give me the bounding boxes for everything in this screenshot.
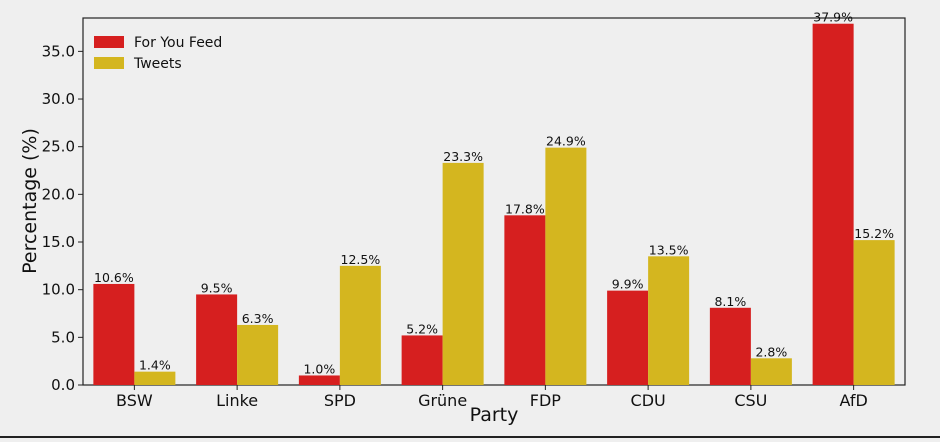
bar-for-you-feed-afd xyxy=(812,23,854,385)
bar-tweets-cdu xyxy=(648,256,690,385)
bars xyxy=(93,23,895,385)
legend-label-for-you-feed: For You Feed xyxy=(134,35,222,51)
y-tick-label: 35.0 xyxy=(42,42,75,60)
y-tick-label: 25.0 xyxy=(42,138,75,156)
bar-tweets-fdp xyxy=(545,147,587,385)
y-tick-label: 10.0 xyxy=(42,281,75,299)
x-tick-label: FDP xyxy=(530,391,562,410)
bar-tweets-bsw xyxy=(134,371,176,385)
bar-for-you-feed-linke xyxy=(196,294,238,385)
data-label: 2.8% xyxy=(755,344,787,359)
x-tick-label: CSU xyxy=(734,391,767,410)
bar-tweets-spd xyxy=(339,265,381,385)
data-label: 37.9% xyxy=(813,10,853,25)
bar-for-you-feed-cdu xyxy=(607,290,649,385)
data-labels: 10.6% 1.4% 9.5% 6.3% 1.0% 12.5% 5.2% 23.3% 17.8%… xyxy=(94,10,894,377)
data-label: 5.2% xyxy=(406,321,438,336)
data-label: 17.8% xyxy=(505,201,545,216)
data-label: 9.5% xyxy=(201,280,233,295)
y-tick-label: 5.0 xyxy=(51,328,75,346)
data-label: 9.9% xyxy=(612,277,644,292)
data-label: 24.9% xyxy=(546,134,586,149)
x-axis-title: Party xyxy=(470,404,519,426)
y-tick-label: 30.0 xyxy=(42,90,75,108)
data-label: 23.3% xyxy=(443,149,483,164)
data-label: 12.5% xyxy=(341,252,381,267)
data-label: 6.3% xyxy=(242,311,274,326)
bar-for-you-feed-grüne xyxy=(401,335,443,385)
legend-swatch-tweets xyxy=(94,57,124,69)
x-tick-label: Grüne xyxy=(418,391,467,410)
y-axis-title: Percentage (%) xyxy=(19,128,41,274)
x-axis: BSW Linke SPD Grüne FDP CDU CSU AfD xyxy=(116,385,868,410)
data-label: 10.6% xyxy=(94,270,134,285)
bar-for-you-feed-spd xyxy=(298,375,340,385)
bar-tweets-afd xyxy=(853,240,895,385)
x-tick-label: SPD xyxy=(324,391,356,410)
legend-swatch-for-you-feed xyxy=(94,36,124,48)
data-label: 15.2% xyxy=(854,226,894,241)
y-axis: 0.0 5.0 10.0 15.0 20.0 25.0 30.0 35.0 xyxy=(42,42,83,394)
bar-tweets-csu xyxy=(750,358,792,385)
x-tick-label: Linke xyxy=(216,391,258,410)
bar-for-you-feed-bsw xyxy=(93,283,135,385)
bar-tweets-linke xyxy=(237,324,279,385)
x-tick-label: CDU xyxy=(631,391,666,410)
bar-tweets-grüne xyxy=(442,162,484,385)
legend: For You Feed Tweets xyxy=(94,35,222,72)
y-tick-label: 15.0 xyxy=(42,233,75,251)
legend-label-tweets: Tweets xyxy=(133,56,182,72)
data-label: 8.1% xyxy=(714,294,746,309)
bar-for-you-feed-csu xyxy=(709,307,751,385)
data-label: 13.5% xyxy=(649,242,689,257)
y-tick-label: 0.0 xyxy=(51,376,75,394)
bar-for-you-feed-fdp xyxy=(504,215,546,385)
data-label: 1.4% xyxy=(139,358,171,373)
x-tick-label: AfD xyxy=(839,391,867,410)
x-tick-label: BSW xyxy=(116,391,153,410)
y-tick-label: 20.0 xyxy=(42,185,75,203)
data-label: 1.0% xyxy=(303,361,335,376)
bottom-divider xyxy=(0,436,940,438)
